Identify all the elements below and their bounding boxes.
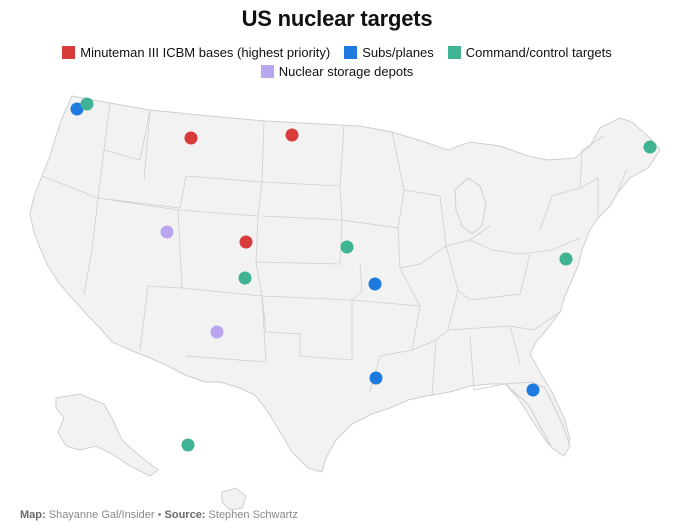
legend-row-2: Nuclear storage depots <box>0 64 674 79</box>
legend-label-subs: Subs/planes <box>362 45 434 60</box>
command-target-marker <box>181 438 195 452</box>
state-border-lines <box>41 102 627 397</box>
command-target-marker <box>643 140 657 154</box>
map-title: US nuclear targets <box>241 6 433 31</box>
legend-item-storage: Nuclear storage depots <box>260 64 414 79</box>
legend-item-subs: Subs/planes <box>344 45 434 60</box>
source-label: Source: <box>164 509 206 521</box>
command-target-marker <box>559 252 573 266</box>
command-target-marker <box>238 271 252 285</box>
legend-label-icbm: Minuteman III ICBM bases (highest priori… <box>80 45 331 60</box>
source-value: Stephen Schwartz <box>208 509 298 521</box>
legend-item-icbm: Minuteman III ICBM bases (highest priori… <box>62 45 330 60</box>
legend-label-command: Command/control targets <box>465 45 612 60</box>
credit-separator: • <box>157 509 162 521</box>
storage-target-marker <box>210 325 224 339</box>
hawaii-shape <box>221 487 247 511</box>
icbm-target-marker <box>285 128 299 142</box>
legend-row-1: Minuteman III ICBM bases (highest priori… <box>0 45 674 60</box>
command-target-marker <box>80 97 94 111</box>
subs-target-marker <box>368 277 382 291</box>
subs-target-marker <box>70 102 84 116</box>
command-target-marker <box>340 240 354 254</box>
alaska-shape <box>55 393 159 477</box>
contiguous-us-shape <box>29 95 661 473</box>
legend-swatch-command <box>447 46 461 59</box>
target-markers <box>70 97 657 452</box>
icbm-target-marker <box>184 131 198 145</box>
map-credit-label: Map: <box>20 509 46 521</box>
legend-swatch-icbm <box>62 46 76 59</box>
map-credits: Map: Shayanne Gal/Insider • Source: Step… <box>20 509 298 521</box>
map-credit-value: Shayanne Gal/Insider <box>48 509 155 521</box>
icbm-target-marker <box>239 235 253 249</box>
subs-target-marker <box>526 383 540 397</box>
florida-shape <box>503 381 571 457</box>
storage-target-marker <box>160 225 174 239</box>
state-borders <box>41 102 627 397</box>
subs-target-marker <box>369 371 383 385</box>
legend-swatch-storage <box>260 65 274 78</box>
legend-item-command: Command/control targets <box>447 45 612 60</box>
legend-label-storage: Nuclear storage depots <box>278 64 414 79</box>
legend-swatch-subs <box>344 46 358 59</box>
land-layer <box>29 95 661 511</box>
michigan-shape <box>454 177 487 235</box>
